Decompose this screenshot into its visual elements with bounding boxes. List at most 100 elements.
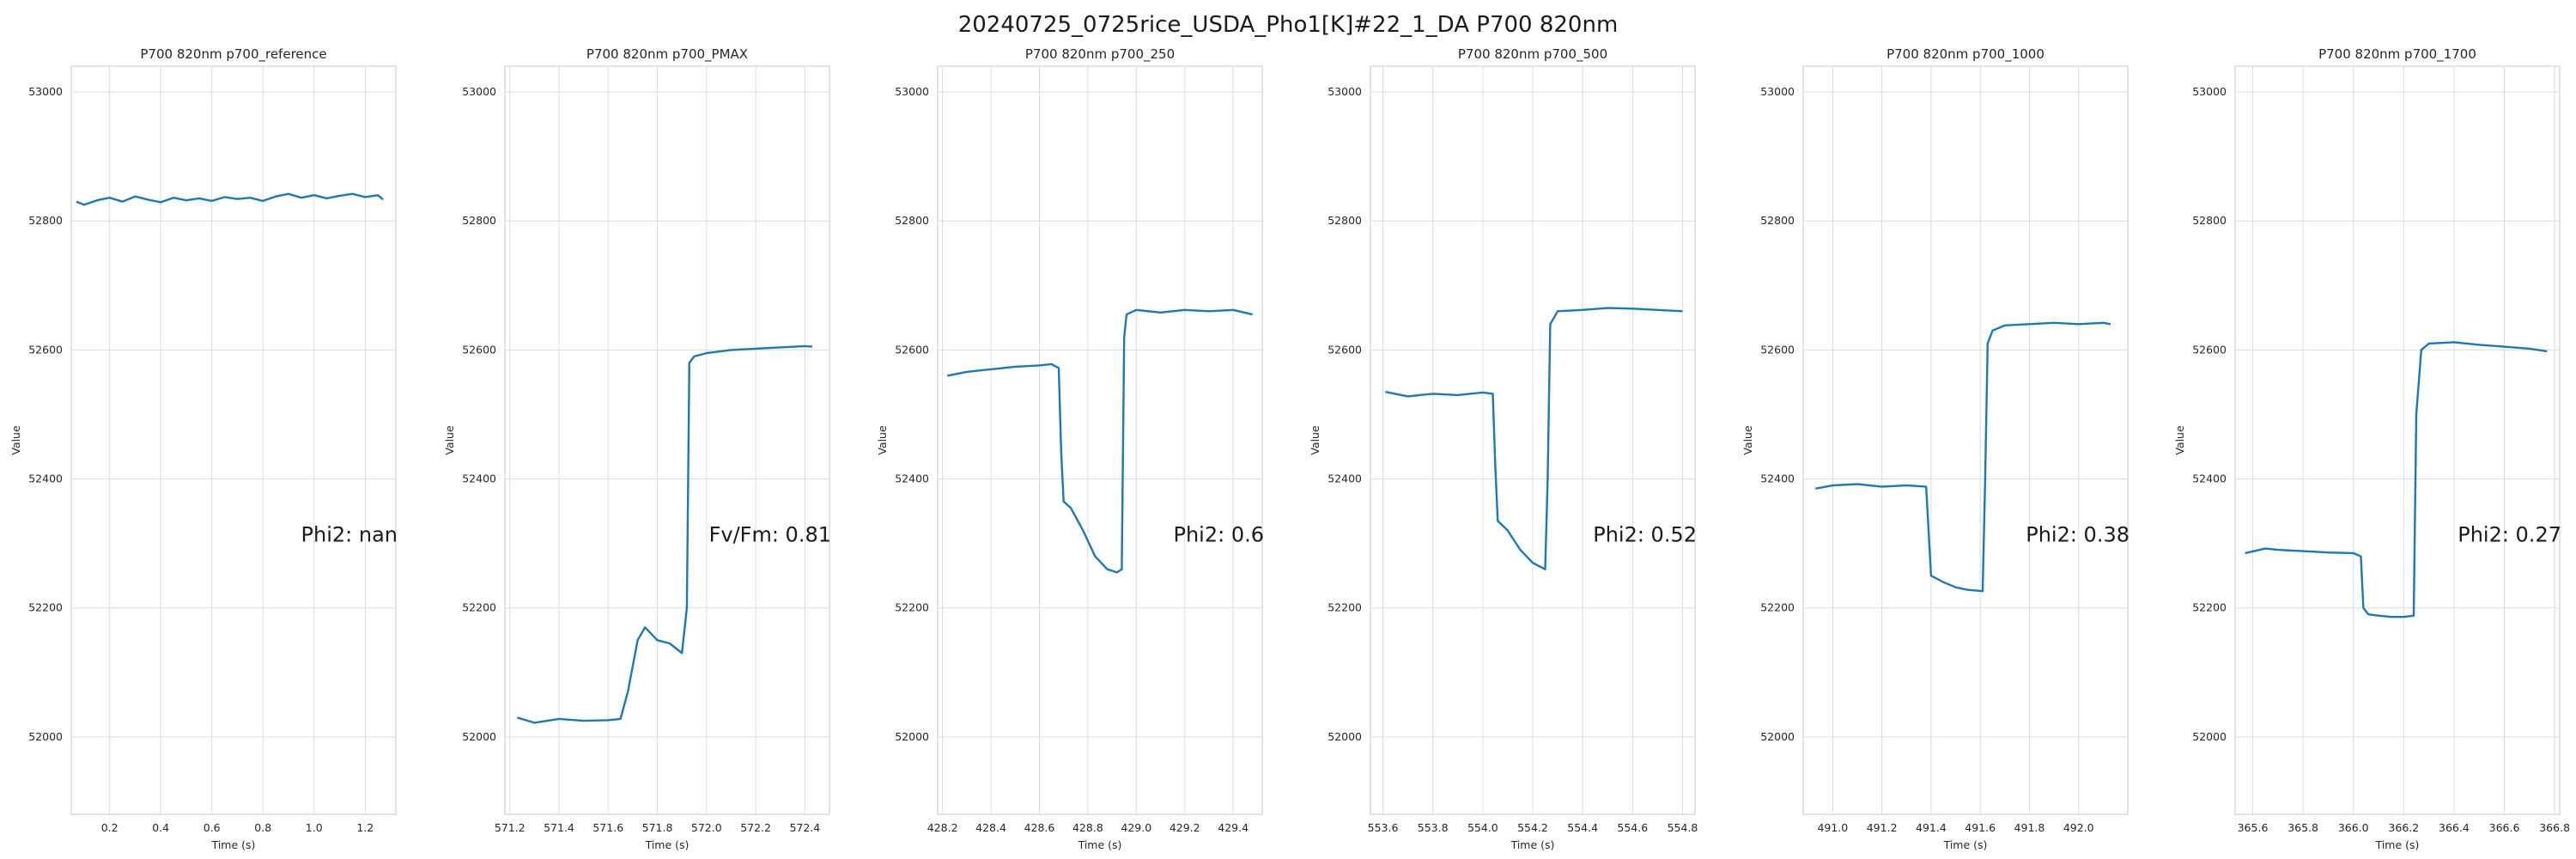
x-tick-label: 554.8 (1668, 821, 1698, 834)
y-tick-label: 52600 (28, 343, 63, 356)
metric-annotation: Phi2: 0.27 (2458, 522, 2561, 546)
series-line-1 (947, 308, 1253, 574)
series-line-1 (76, 192, 384, 206)
y-tick-label: 52200 (895, 601, 929, 614)
x-axis-label: Time (s) (1943, 838, 1988, 851)
plot-area (937, 65, 1263, 815)
x-tick-label: 571.4 (544, 821, 574, 834)
subplot-title: P700 820nm p700_250 (1025, 46, 1175, 63)
y-tick-label: 52200 (28, 601, 63, 614)
subplot-title: P700 820nm p700_500 (1458, 46, 1607, 63)
x-tick-label: 0.2 (101, 821, 118, 834)
y-axis-label: Value (2173, 425, 2186, 455)
subplot-title: P700 820nm p700_reference (140, 46, 326, 63)
x-tick-label: 491.8 (2014, 821, 2045, 834)
series-line-1 (1385, 307, 1683, 570)
y-tick-label: 52800 (1760, 214, 1795, 227)
subplot-title: P700 820nm p700_1700 (2318, 46, 2476, 63)
subplot-1: 0.2 0.4 0.6 0.8 1.0 1.2 52000 52200 52400 52600 52… (9, 46, 398, 851)
x-axis-label: Time (s) (211, 838, 256, 851)
x-tick-label: 553.6 (1368, 821, 1399, 834)
x-axis-label: Time (s) (1078, 838, 1122, 851)
x-tick-label: 554.0 (1467, 821, 1498, 834)
y-tick-label: 52400 (1327, 472, 1362, 485)
x-tick-label: 366.6 (2489, 821, 2520, 834)
x-tick-label: 571.6 (592, 821, 623, 834)
x-tick-label: 491.2 (1867, 821, 1898, 834)
x-tick-label: 1.2 (356, 821, 374, 834)
y-tick-label: 52400 (2192, 472, 2227, 485)
y-axis-label: Value (9, 425, 22, 455)
y-axis-label: Value (1309, 425, 1321, 455)
y-tick-label: 52200 (1760, 601, 1795, 614)
subplot-4: 553.6 553.8 554.0 554.2 554.4 554.6 554.8 52000… (1309, 46, 1698, 851)
subplot-5: 491.0 491.2 491.4 491.6 491.8 492.0 52000 52200… (1741, 46, 2129, 851)
x-tick-label: 366.0 (2338, 821, 2369, 834)
y-tick-label: 52200 (2192, 601, 2227, 614)
y-tick-label: 52800 (462, 214, 496, 227)
metric-annotation: Phi2: 0.52 (1593, 522, 1697, 546)
y-tick-label: 52400 (28, 472, 63, 485)
y-tick-label: 52200 (462, 601, 496, 614)
plot-area (1802, 65, 2129, 815)
x-tick-label: 491.4 (1916, 821, 1947, 834)
plot-area (504, 65, 830, 815)
x-tick-label: 366.8 (2539, 821, 2570, 834)
x-tick-label: 491.6 (1965, 821, 1996, 834)
x-tick-label: 554.6 (1617, 821, 1648, 834)
y-axis-label: Value (876, 425, 889, 455)
y-tick-label: 53000 (28, 85, 63, 98)
y-tick-label: 53000 (1760, 85, 1795, 98)
y-tick-label: 52600 (1760, 343, 1795, 356)
x-tick-label: 428.2 (927, 821, 958, 834)
x-tick-label: 553.8 (1418, 821, 1449, 834)
y-axis-label: Value (443, 425, 456, 455)
x-tick-label: 0.4 (152, 821, 169, 834)
subplot-6: 365.6 365.8 366.0 366.2 366.4 366.6 366.8 52000… (2173, 46, 2570, 851)
x-tick-label: 554.4 (1567, 821, 1598, 834)
metric-annotation: Phi2: 0.38 (2026, 522, 2129, 546)
x-tick-label: 0.8 (254, 821, 271, 834)
x-tick-label: 572.4 (789, 821, 820, 834)
y-tick-label: 52000 (28, 730, 63, 743)
subplot-2: 571.2 571.4 571.6 571.8 572.0 572.2 572.4 52000… (443, 46, 831, 851)
y-tick-label: 52800 (1327, 214, 1362, 227)
y-tick-label: 52000 (1760, 730, 1795, 743)
y-tick-label: 52800 (895, 214, 929, 227)
y-tick-label: 52600 (1327, 343, 1362, 356)
y-tick-label: 53000 (2192, 85, 2227, 98)
x-tick-label: 428.6 (1024, 821, 1055, 834)
x-tick-label: 554.2 (1517, 821, 1548, 834)
x-tick-label: 365.8 (2287, 821, 2318, 834)
plot-area (70, 65, 397, 815)
subplot-title: P700 820nm p700_PMAX (586, 46, 748, 63)
x-tick-label: 365.6 (2238, 821, 2269, 834)
y-tick-label: 52600 (2192, 343, 2227, 356)
y-tick-label: 53000 (1327, 85, 1362, 98)
x-axis-label: Time (s) (2375, 838, 2420, 851)
plot-area (2234, 65, 2561, 815)
x-tick-label: 571.8 (642, 821, 673, 834)
y-tick-label: 52400 (895, 472, 929, 485)
y-tick-label: 52800 (28, 214, 63, 227)
series-line-1 (1815, 321, 2111, 593)
y-tick-label: 52400 (1760, 472, 1795, 485)
metric-annotation: Phi2: 0.6 (1173, 522, 1264, 546)
y-tick-label: 52000 (2192, 730, 2227, 743)
y-tick-label: 53000 (462, 85, 496, 98)
series-line-1 (2245, 341, 2548, 618)
metric-annotation: Fv/Fm: 0.81 (709, 522, 831, 546)
figure-title: 20240725_0725rice_USDA_Pho1[K]#22_1_DA P… (957, 12, 1619, 38)
y-tick-label: 52600 (462, 343, 496, 356)
metric-annotation: Phi2: nan (301, 522, 398, 546)
y-tick-label: 52200 (1327, 601, 1362, 614)
subplot-title: P700 820nm p700_1000 (1886, 46, 2044, 63)
y-tick-label: 52000 (462, 730, 496, 743)
y-tick-label: 52400 (462, 472, 496, 485)
x-tick-label: 366.4 (2439, 821, 2470, 834)
subplot-3: 428.2 428.4 428.6 428.8 429.0 429.2 429.4 52000… (876, 46, 1264, 851)
x-axis-label: Time (s) (1510, 838, 1555, 851)
x-tick-label: 366.2 (2388, 821, 2419, 834)
series-line-1 (516, 344, 813, 724)
